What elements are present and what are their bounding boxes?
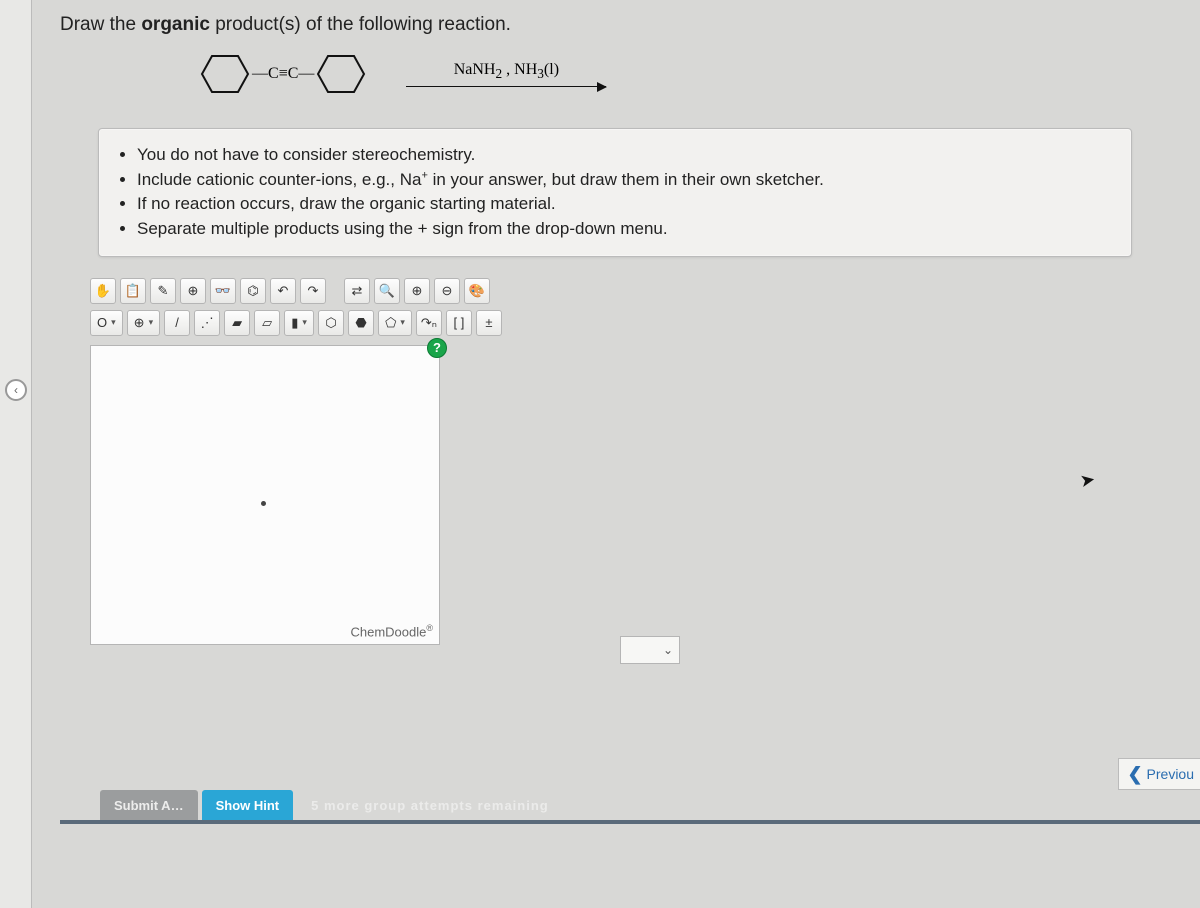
redo-icon-glyph: ↷	[308, 283, 319, 299]
instruction-item: You do not have to consider stereochemis…	[137, 143, 1113, 168]
wedge-hash-icon[interactable]: ▱	[254, 310, 280, 336]
eraser-icon[interactable]: ✎	[150, 278, 176, 304]
wedge-solid-icon-glyph: ▰	[232, 315, 242, 331]
charge-plus-dropdown-glyph: ⊕	[134, 315, 145, 331]
bond-tool-dropdown[interactable]: ▮▾	[284, 310, 314, 336]
chain-icon[interactable]: ⋰	[194, 310, 220, 336]
sketcher: ✋📋✎⊕👓⌬↶↷⇄🔍⊕⊖🎨 O▾⊕▾/⋰▰▱▮▾⬡⬣⬠▾↷ₙ[ ]± ? Che…	[90, 275, 830, 645]
canvas-placeholder-dot	[261, 501, 266, 506]
main-content: Draw the organic product(s) of the follo…	[60, 0, 1200, 645]
chevron-down-icon: ▾	[149, 317, 154, 328]
search-structure-icon-glyph: 🔍	[379, 283, 395, 299]
title-bold: organic	[141, 14, 210, 35]
bracket-icon[interactable]: [ ]	[446, 310, 472, 336]
chain-icon-glyph: ⋰	[201, 315, 214, 331]
zoom-in-icon-glyph: ⊕	[412, 283, 423, 299]
palette-icon[interactable]: 🎨	[464, 278, 490, 304]
previous-button[interactable]: ❮ Previou	[1118, 758, 1200, 790]
pentagon-dropdown-glyph: ⬠	[385, 315, 396, 331]
reaction-arrow: NaNH2 , NH3(l)	[396, 61, 616, 87]
reactant-structure: —C≡C—	[200, 52, 366, 96]
chevron-down-icon: ▾	[400, 317, 405, 328]
chevron-down-icon: ▾	[302, 317, 307, 328]
target-icon-glyph: ⊕	[188, 283, 199, 299]
rail-expand-handle[interactable]: ‹	[4, 360, 28, 420]
chevron-left-icon: ‹	[5, 379, 27, 401]
molecule-template-icon[interactable]: ⌬	[240, 278, 266, 304]
wedge-solid-icon[interactable]: ▰	[224, 310, 250, 336]
title-post: product(s) of the following reaction.	[210, 14, 511, 35]
zoom-out-icon-glyph: ⊖	[442, 283, 453, 299]
hand-icon[interactable]: ✋	[90, 278, 116, 304]
bottom-bar: Submit A… Show Hint 5 more group attempt…	[60, 790, 1200, 830]
search-structure-icon[interactable]: 🔍	[374, 278, 400, 304]
help-icon[interactable]: ?	[427, 338, 447, 358]
instruction-item: Include cationic counter-ions, e.g., Na+…	[137, 168, 1113, 193]
wedge-hash-icon-glyph: ▱	[262, 315, 272, 331]
single-bond-icon[interactable]: /	[164, 310, 190, 336]
title-pre: Draw the	[60, 14, 141, 35]
chevron-down-icon: ⌄	[663, 643, 673, 657]
phenyl-ring-left	[200, 52, 250, 96]
curve-arrow-icon-glyph: ↷ₙ	[421, 315, 437, 331]
attempts-remaining-label: 5 more group attempts remaining	[297, 790, 563, 820]
curve-arrow-icon[interactable]: ↷ₙ	[416, 310, 442, 336]
cyclohexane-icon-glyph: ⬣	[355, 315, 366, 331]
alkyne-label: —C≡C—	[252, 65, 314, 83]
zoom-out-icon[interactable]: ⊖	[434, 278, 460, 304]
palette-icon-glyph: 🎨	[469, 283, 485, 299]
chevron-left-icon: ❮	[1127, 764, 1142, 785]
drawing-canvas[interactable]: ? ChemDoodle®	[90, 345, 440, 645]
undo-icon-glyph: ↶	[278, 283, 289, 299]
flask-swap-icon[interactable]: ⇄	[344, 278, 370, 304]
charge-toggle-icon[interactable]: ±	[476, 310, 502, 336]
glasses-icon[interactable]: 👓	[210, 278, 236, 304]
hexagon-icon[interactable]: ⬡	[318, 310, 344, 336]
glasses-icon-glyph: 👓	[215, 283, 231, 299]
clipboard-icon[interactable]: 📋	[120, 278, 146, 304]
charge-toggle-icon-glyph: ±	[485, 315, 492, 330]
bond-tool-dropdown-glyph: ▮	[291, 315, 298, 331]
reagent-label: NaNH2 , NH3(l)	[454, 61, 559, 82]
single-bond-icon-glyph: /	[175, 315, 179, 330]
submit-answer-button[interactable]: Submit A…	[100, 790, 198, 820]
redo-icon[interactable]: ↷	[300, 278, 326, 304]
clipboard-icon-glyph: 📋	[125, 283, 141, 299]
arrow-line-icon	[406, 86, 606, 87]
zoom-in-icon[interactable]: ⊕	[404, 278, 430, 304]
cyclohexane-icon[interactable]: ⬣	[348, 310, 374, 336]
element-o-dropdown[interactable]: O▾	[90, 310, 123, 336]
phenyl-ring-right	[316, 52, 366, 96]
toolbar-row-1: ✋ 📋 ✎ ⊕ 👓 ⌬ ↶ ↷ ⇄ 🔍 ⊕ ⊖ 🎨	[90, 275, 830, 307]
reaction-scheme: —C≡C— NaNH2 , NH3(l)	[60, 46, 1170, 114]
add-sketcher-dropdown[interactable]: ⌄	[620, 636, 680, 664]
target-icon[interactable]: ⊕	[180, 278, 206, 304]
flask-swap-icon-glyph: ⇄	[352, 283, 363, 299]
instruction-item: If no reaction occurs, draw the organic …	[137, 192, 1113, 217]
molecule-template-icon-glyph: ⌬	[247, 283, 258, 299]
toolbar-row-2: O▾⊕▾/⋰▰▱▮▾⬡⬣⬠▾↷ₙ[ ]±	[90, 307, 830, 339]
chemdoodle-watermark: ChemDoodle®	[350, 623, 433, 639]
eraser-icon-glyph: ✎	[158, 283, 169, 299]
show-hint-button[interactable]: Show Hint	[202, 790, 294, 820]
hexagon-icon-glyph: ⬡	[325, 315, 336, 331]
bracket-icon-glyph: [ ]	[454, 315, 465, 330]
charge-plus-dropdown[interactable]: ⊕▾	[127, 310, 160, 336]
instruction-item: Separate multiple products using the + s…	[137, 217, 1113, 242]
hand-icon-glyph: ✋	[95, 283, 111, 299]
left-rail: ‹	[0, 0, 32, 908]
instructions-box: You do not have to consider stereochemis…	[98, 128, 1132, 257]
pentagon-dropdown[interactable]: ⬠▾	[378, 310, 412, 336]
previous-label: Previou	[1147, 766, 1194, 782]
undo-icon[interactable]: ↶	[270, 278, 296, 304]
element-o-dropdown-glyph: O	[97, 315, 107, 330]
question-title: Draw the organic product(s) of the follo…	[60, 0, 1170, 46]
chevron-down-icon: ▾	[111, 317, 116, 328]
